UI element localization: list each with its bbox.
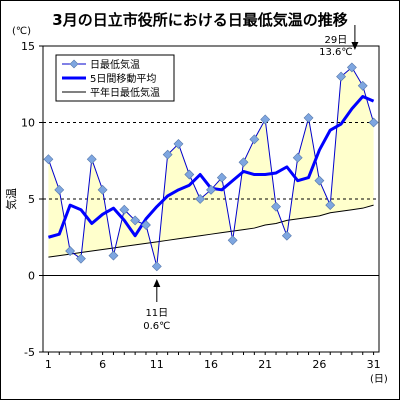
legend-label: 平年日最低気温 bbox=[90, 86, 160, 99]
annotation-arrow-head bbox=[153, 279, 161, 287]
legend-marker-daily bbox=[69, 59, 79, 69]
data-point bbox=[151, 261, 162, 272]
data-point bbox=[238, 157, 249, 168]
data-point bbox=[271, 201, 281, 212]
normal-fill-layer bbox=[48, 67, 374, 267]
y-tick-label: 10 bbox=[21, 117, 35, 130]
data-point bbox=[336, 71, 346, 82]
data-point bbox=[206, 184, 216, 195]
y-axis-title: 気温 bbox=[4, 188, 18, 210]
x-tick-label: 31 bbox=[367, 358, 381, 371]
data-point bbox=[195, 194, 206, 204]
data-point bbox=[303, 112, 314, 123]
data-point bbox=[227, 235, 238, 246]
data-point bbox=[76, 253, 86, 264]
data-point bbox=[357, 80, 368, 91]
data-point bbox=[108, 250, 119, 261]
data-point bbox=[325, 200, 336, 211]
annotation-day-label: 29日 bbox=[325, 35, 348, 46]
legend-label: 日最低気温 bbox=[90, 58, 140, 71]
x-tick-label: 21 bbox=[258, 358, 272, 371]
normal-range-fill bbox=[48, 67, 374, 267]
x-tick-label: 6 bbox=[99, 358, 106, 371]
data-point bbox=[184, 169, 195, 180]
data-point bbox=[281, 230, 292, 241]
x-tick-label: 16 bbox=[204, 358, 218, 371]
data-point bbox=[314, 175, 325, 186]
y-tick-label: 0 bbox=[28, 270, 35, 283]
annotation-arrow-head bbox=[351, 42, 359, 50]
data-point bbox=[346, 62, 357, 73]
data-point bbox=[97, 184, 108, 195]
data-point bbox=[173, 138, 184, 149]
x-unit-label: (日) bbox=[370, 374, 388, 385]
y-tick-label: -5 bbox=[24, 346, 35, 359]
grid-layer bbox=[43, 122, 379, 276]
data-point bbox=[216, 172, 227, 183]
legend-label: 5日間移動平均 bbox=[90, 72, 156, 85]
data-point bbox=[54, 184, 65, 195]
annotation-day-label: 11日 bbox=[145, 308, 168, 319]
annotation-value-label: 13.6℃ bbox=[319, 47, 353, 58]
data-point bbox=[86, 154, 97, 165]
annotation-value-label: 0.6℃ bbox=[143, 321, 170, 332]
x-tick-label: 11 bbox=[150, 358, 164, 371]
data-point bbox=[65, 246, 76, 256]
data-point bbox=[119, 204, 130, 215]
data-point bbox=[43, 154, 54, 165]
x-tick-label: 26 bbox=[312, 358, 326, 371]
data-point bbox=[162, 149, 173, 160]
chart-title: 3月の日立市役所における日最低気温の推移 bbox=[52, 11, 348, 29]
series-line-normal bbox=[48, 204, 374, 258]
data-point bbox=[368, 117, 379, 128]
x-tick-label: 1 bbox=[45, 358, 52, 371]
data-point bbox=[260, 114, 271, 125]
y-tick-label: 15 bbox=[21, 40, 35, 53]
y-unit-label: (℃) bbox=[12, 26, 31, 37]
y-tick-label: 5 bbox=[28, 193, 35, 206]
data-point bbox=[141, 220, 151, 230]
data-point bbox=[292, 152, 303, 163]
data-point bbox=[249, 134, 260, 145]
data-point bbox=[130, 215, 141, 226]
series-layer bbox=[43, 62, 379, 272]
